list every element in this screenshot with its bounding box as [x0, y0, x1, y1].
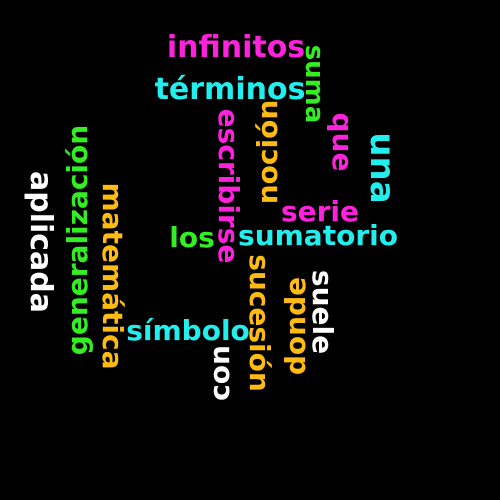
word-los: los: [169, 221, 215, 254]
word-suele: suele: [306, 269, 339, 355]
word-generalizacion: generalización: [61, 124, 94, 356]
word-serie: serie: [280, 195, 360, 228]
word-aplicada: aplicada: [23, 170, 58, 314]
word-infinitos: infinitos: [166, 30, 306, 65]
word-suma: suma: [299, 44, 329, 124]
word-una: una: [362, 132, 402, 204]
word-con: con: [203, 345, 236, 401]
word-simbolo: símbolo: [126, 314, 250, 347]
word-nocion: noción: [251, 99, 284, 205]
word-sumatorio: sumatorio: [238, 219, 398, 252]
word-terminos: términos: [154, 72, 306, 107]
word-sucesion: sucesión: [243, 254, 276, 392]
word-matematica: matemática: [96, 182, 129, 370]
word-que: que: [326, 112, 359, 172]
